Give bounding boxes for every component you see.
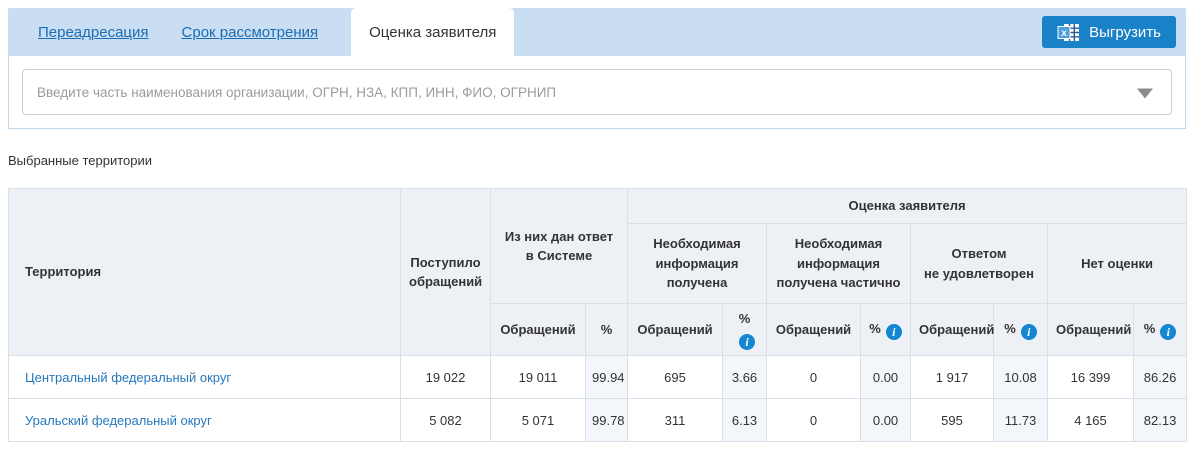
col-header-info-received: Необходимая информация получена xyxy=(627,223,768,304)
cell-notsatisfied-pct: 10.08 xyxy=(993,355,1049,399)
col-header-incoming: Поступило обращений xyxy=(400,188,491,356)
export-button-label: Выгрузить xyxy=(1089,23,1161,41)
tab-srok-rassmotreniya[interactable]: Срок рассмотрения xyxy=(181,23,319,41)
cell-answered-pct: 99.94 xyxy=(584,355,629,399)
cell-notsatisfied: 595 xyxy=(910,398,995,442)
info-icon[interactable]: i xyxy=(739,333,756,350)
subcol-appeals: Обращений xyxy=(627,303,724,356)
percent-label: % xyxy=(1143,321,1156,336)
cell-received-pct: 3.66 xyxy=(722,355,768,399)
subcol-percent: %i xyxy=(722,303,768,356)
excel-icon: x xyxy=(1057,23,1080,42)
cell-incoming: 19 022 xyxy=(400,355,491,399)
organization-search-input[interactable] xyxy=(22,69,1172,115)
cell-received: 311 xyxy=(627,398,724,442)
col-header-info-partial: Необходимая информация получена частично xyxy=(766,223,912,304)
cell-partial: 0 xyxy=(766,398,862,442)
cell-norating-pct: 86.26 xyxy=(1133,355,1188,399)
cell-answered-pct: 99.78 xyxy=(584,398,629,442)
cell-notsatisfied: 1 917 xyxy=(910,355,995,399)
percent-label: % xyxy=(738,311,751,327)
territories-report-table: Территория Поступило обращений Из них да… xyxy=(8,188,1188,442)
subcol-percent: % xyxy=(584,303,629,356)
subcol-percent: %i xyxy=(1133,303,1188,356)
subcol-appeals: Обращений xyxy=(766,303,862,356)
cell-answered: 19 011 xyxy=(490,355,586,399)
percent-label: % xyxy=(1004,321,1016,336)
subcol-percent: %i xyxy=(993,303,1049,356)
cell-partial: 0 xyxy=(766,355,862,399)
report-page: Переадресация Срок рассмотрения Оценка з… xyxy=(8,8,1188,442)
tab-bar: Переадресация Срок рассмотрения Оценка з… xyxy=(8,8,1186,56)
cell-incoming: 5 082 xyxy=(400,398,491,442)
territory-link-ural[interactable]: Уральский федеральный округ xyxy=(25,412,212,428)
col-header-territory: Территория xyxy=(8,188,401,356)
table-row: Уральский федеральный округ 5 082 5 071 … xyxy=(8,398,1188,442)
selected-territories-label: Выбранные территории xyxy=(8,153,153,168)
svg-text:x: x xyxy=(1061,28,1067,39)
cell-partial-pct: 0.00 xyxy=(860,355,912,399)
territory-link-central[interactable]: Центральный федеральный округ xyxy=(25,369,232,385)
cell-norating: 4 165 xyxy=(1047,398,1135,442)
subcol-appeals: Обращений xyxy=(910,303,994,356)
tab-pereadresaciya[interactable]: Переадресация xyxy=(38,23,149,41)
col-header-answered-in-system: Из них дан ответ в Системе xyxy=(489,188,629,304)
cell-partial-pct: 0.00 xyxy=(860,398,912,442)
subcol-appeals: Обращений xyxy=(1047,303,1135,356)
cell-received-pct: 6.13 xyxy=(722,398,768,442)
cell-notsatisfied-pct: 11.73 xyxy=(993,398,1049,442)
cell-norating: 16 399 xyxy=(1047,355,1135,399)
filter-panel xyxy=(8,56,1186,129)
export-button[interactable]: x Выгрузить xyxy=(1042,16,1176,48)
subcol-percent: %i xyxy=(860,303,912,356)
cell-answered: 5 071 xyxy=(490,398,586,442)
table-row: Центральный федеральный округ 19 022 19 … xyxy=(8,355,1188,399)
active-tab-label: Оценка заявителя xyxy=(369,23,497,41)
cell-norating-pct: 82.13 xyxy=(1133,398,1188,442)
col-header-evaluation-group: Оценка заявителя xyxy=(627,188,1188,224)
info-icon[interactable]: i xyxy=(885,324,902,340)
chevron-down-icon[interactable] xyxy=(1137,88,1153,99)
subcol-appeals: Обращений xyxy=(490,303,586,356)
info-icon[interactable]: i xyxy=(1160,324,1177,340)
col-header-no-rating: Нет оценки xyxy=(1047,223,1188,304)
cell-received: 695 xyxy=(627,355,724,399)
tab-ocenka-zayavitelya[interactable]: Оценка заявителя xyxy=(351,8,515,56)
percent-label: % xyxy=(869,321,881,336)
col-header-not-satisfied: Ответом не удовлетворен xyxy=(910,223,1049,304)
organization-search-combobox xyxy=(22,69,1172,115)
info-icon[interactable]: i xyxy=(1020,324,1037,340)
